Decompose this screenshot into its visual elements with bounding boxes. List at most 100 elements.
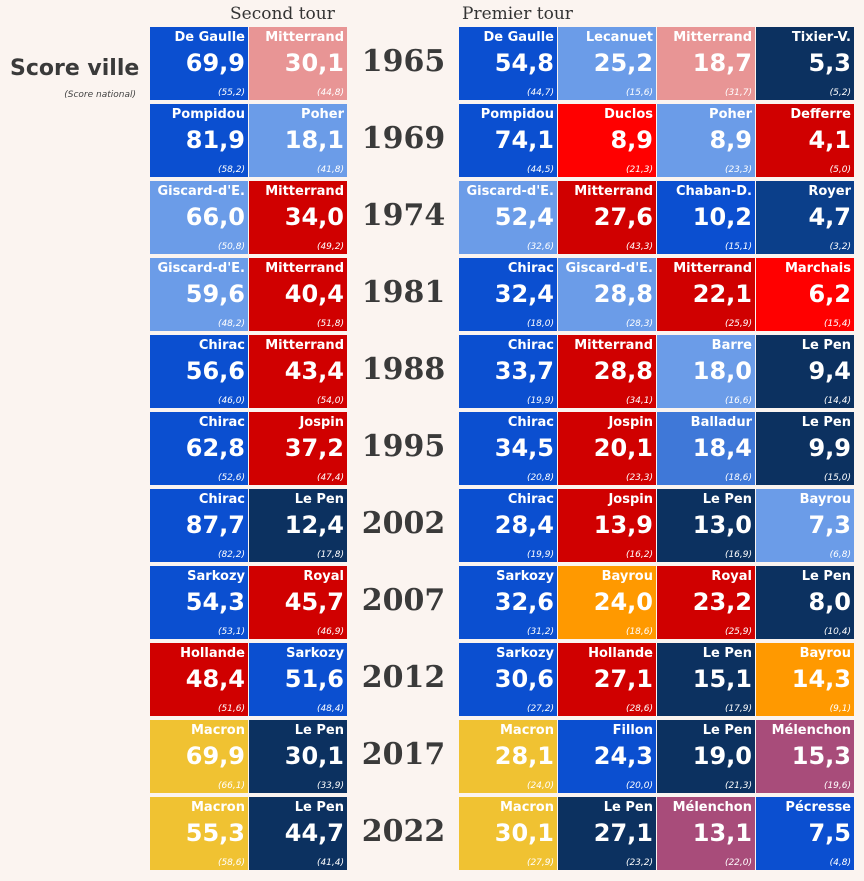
candidate-name: Giscard-d'E. bbox=[466, 184, 554, 199]
candidate-name: Le Pen bbox=[801, 569, 851, 584]
city-score: 15,3 bbox=[791, 742, 851, 770]
city-score: 69,9 bbox=[185, 49, 245, 77]
city-score: 54,8 bbox=[494, 49, 554, 77]
first-round-cell: Le Pen 9,4 (14,4) bbox=[756, 335, 854, 408]
first-round-cell: Lecanuet 25,2 (15,6) bbox=[558, 27, 656, 100]
candidate-name: Lecanuet bbox=[585, 30, 653, 45]
city-score: 66,0 bbox=[185, 203, 245, 231]
city-score: 20,1 bbox=[593, 434, 653, 462]
national-score: (17,8) bbox=[316, 550, 344, 560]
first-round-cell: Le Pen 8,0 (10,4) bbox=[756, 566, 854, 639]
national-score: (58,2) bbox=[217, 165, 245, 175]
election-year: 1988 bbox=[361, 352, 446, 387]
election-row: Giscard-d'E. 59,6 (48,2) Mitterrand 40,4 (51,… bbox=[0, 258, 864, 331]
national-score: (48,2) bbox=[217, 319, 245, 329]
city-score: 25,2 bbox=[593, 49, 653, 77]
national-score: (46,0) bbox=[217, 396, 245, 406]
second-round-cell: Jospin 37,2 (47,4) bbox=[249, 412, 347, 485]
city-score: 18,4 bbox=[692, 434, 752, 462]
candidate-name: Pompidou bbox=[171, 107, 245, 122]
candidate-name: Le Pen bbox=[294, 723, 344, 738]
city-score: 28,8 bbox=[593, 280, 653, 308]
first-round-cell: Mélenchon 15,3 (19,6) bbox=[756, 720, 854, 793]
second-round-cell: Mitterrand 34,0 (49,2) bbox=[249, 181, 347, 254]
national-score: (47,4) bbox=[316, 473, 344, 483]
city-score: 24,3 bbox=[593, 742, 653, 770]
first-round-cell: Bayrou 14,3 (9,1) bbox=[756, 643, 854, 716]
city-score: 55,3 bbox=[185, 819, 245, 847]
national-score: (44,7) bbox=[526, 88, 554, 98]
national-score: (82,2) bbox=[217, 550, 245, 560]
national-score: (25,9) bbox=[724, 627, 752, 637]
election-year: 2022 bbox=[361, 814, 446, 849]
national-score: (34,1) bbox=[625, 396, 653, 406]
city-score: 18,7 bbox=[692, 49, 752, 77]
city-score: 8,0 bbox=[808, 588, 851, 616]
candidate-name: Mitterrand bbox=[673, 30, 752, 45]
city-score: 45,7 bbox=[284, 588, 344, 616]
candidate-name: Mitterrand bbox=[265, 338, 344, 353]
city-score: 6,2 bbox=[808, 280, 851, 308]
candidate-name: Jospin bbox=[608, 415, 653, 430]
candidate-name: Jospin bbox=[608, 492, 653, 507]
national-score: (41,4) bbox=[316, 858, 344, 868]
national-score: (32,6) bbox=[526, 242, 554, 252]
first-round-cell: Chirac 34,5 (20,8) bbox=[459, 412, 557, 485]
national-score: (46,9) bbox=[316, 627, 344, 637]
legend-subtitle: (Score national) bbox=[64, 90, 136, 100]
election-row: Giscard-d'E. 66,0 (50,8) Mitterrand 34,0 (49,… bbox=[0, 181, 864, 254]
first-round-cell: Jospin 13,9 (16,2) bbox=[558, 489, 656, 562]
national-score: (41,8) bbox=[316, 165, 344, 175]
city-score: 13,9 bbox=[593, 511, 653, 539]
candidate-name: Giscard-d'E. bbox=[157, 261, 245, 276]
candidate-name: Hollande bbox=[588, 646, 653, 661]
second-round-cell: Mitterrand 40,4 (51,8) bbox=[249, 258, 347, 331]
candidate-name: Mitterrand bbox=[574, 338, 653, 353]
city-score: 40,4 bbox=[284, 280, 344, 308]
candidate-name: De Gaulle bbox=[174, 30, 245, 45]
city-score: 12,4 bbox=[284, 511, 344, 539]
candidate-name: Bayrou bbox=[601, 569, 653, 584]
city-score: 15,1 bbox=[692, 665, 752, 693]
candidate-name: Mitterrand bbox=[265, 184, 344, 199]
first-round-cell: Pompidou 74,1 (44,5) bbox=[459, 104, 557, 177]
second-round-cell: De Gaulle 69,9 (55,2) bbox=[150, 27, 248, 100]
election-year: 1981 bbox=[361, 275, 446, 310]
candidate-name: Le Pen bbox=[702, 492, 752, 507]
candidate-name: Jospin bbox=[299, 415, 344, 430]
city-score: 74,1 bbox=[494, 126, 554, 154]
national-score: (51,6) bbox=[217, 704, 245, 714]
first-round-cell: Giscard-d'E. 52,4 (32,6) bbox=[459, 181, 557, 254]
candidate-name: Le Pen bbox=[294, 800, 344, 815]
national-score: (15,6) bbox=[625, 88, 653, 98]
candidate-name: Balladur bbox=[690, 415, 752, 430]
national-score: (20,8) bbox=[526, 473, 554, 483]
first-round-cell: Le Pen 27,1 (23,2) bbox=[558, 797, 656, 870]
candidate-name: Marchais bbox=[784, 261, 851, 276]
candidate-name: Chirac bbox=[507, 338, 554, 353]
city-score: 27,1 bbox=[593, 665, 653, 693]
city-score: 69,9 bbox=[185, 742, 245, 770]
national-score: (16,9) bbox=[724, 550, 752, 560]
national-score: (27,9) bbox=[526, 858, 554, 868]
city-score: 4,1 bbox=[808, 126, 851, 154]
second-round-cell: Sarkozy 51,6 (48,4) bbox=[249, 643, 347, 716]
first-round-cell: Le Pen 15,1 (17,9) bbox=[657, 643, 755, 716]
national-score: (55,2) bbox=[217, 88, 245, 98]
national-score: (9,1) bbox=[829, 704, 851, 714]
candidate-name: Sarkozy bbox=[286, 646, 344, 661]
national-score: (15,0) bbox=[823, 473, 851, 483]
national-score: (23,3) bbox=[625, 473, 653, 483]
first-round-cell: Pécresse 7,5 (4,8) bbox=[756, 797, 854, 870]
city-score: 56,6 bbox=[185, 357, 245, 385]
national-score: (66,1) bbox=[217, 781, 245, 791]
city-score: 28,8 bbox=[593, 357, 653, 385]
election-row: De Gaulle 69,9 (55,2) Mitterrand 30,1 (44,8) 1… bbox=[0, 27, 864, 100]
city-score: 23,2 bbox=[692, 588, 752, 616]
national-score: (18,6) bbox=[625, 627, 653, 637]
candidate-name: De Gaulle bbox=[483, 30, 554, 45]
candidate-name: Chirac bbox=[198, 492, 245, 507]
election-row: Chirac 56,6 (46,0) Mitterrand 43,4 (54,0) 1988… bbox=[0, 335, 864, 408]
first-round-cell: Tixier-V. 5,3 (5,2) bbox=[756, 27, 854, 100]
second-round-cell: Royal 45,7 (46,9) bbox=[249, 566, 347, 639]
